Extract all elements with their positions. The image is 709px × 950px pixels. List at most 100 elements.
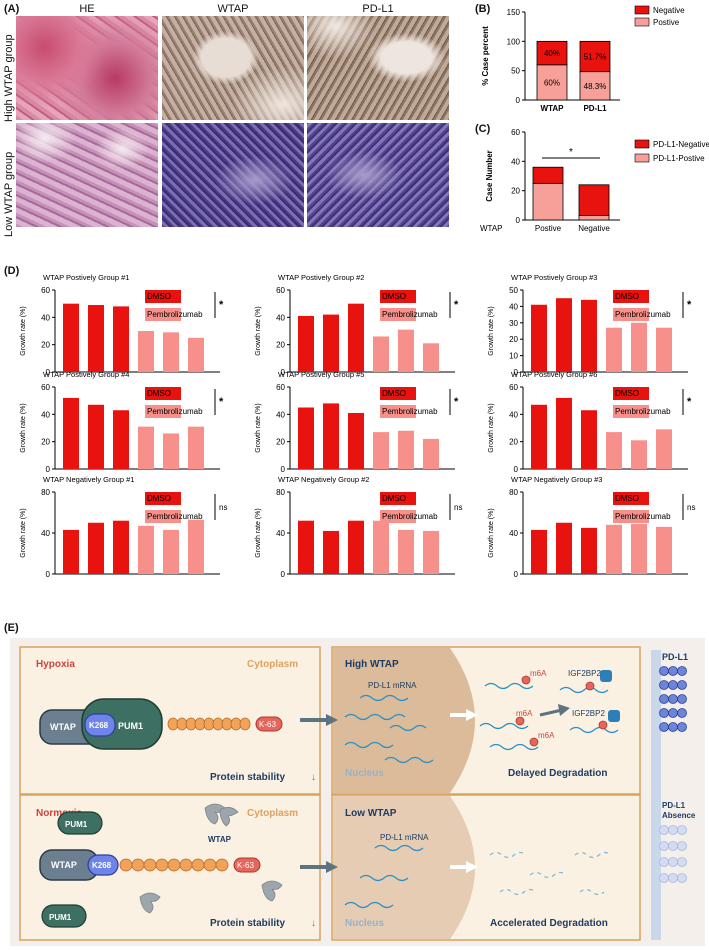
chart-d-bar-Pembrolizumab xyxy=(631,523,647,574)
chart-d-ytick-label: 60 xyxy=(276,286,285,295)
chart-d-ytick-label: 20 xyxy=(41,438,50,447)
pdl1-protein-icon xyxy=(668,694,678,704)
chart-c-bar-Postive-PD-L1-Postive xyxy=(532,182,564,221)
chart-d-ytick-label: 60 xyxy=(509,383,518,392)
chart-d-bar-Pembrolizumab xyxy=(656,327,672,372)
chart-d-legend-label: DMSO xyxy=(382,292,406,301)
chart-d-ytick-label: 40 xyxy=(41,313,50,322)
chart-d-legend-label: Pembrolizumab xyxy=(382,407,438,416)
mechanism-diagram: Hypoxia Cytoplasm WTAP K268 PUM1 K-63 Pr… xyxy=(10,638,705,946)
pdl1-absent-icon xyxy=(677,841,687,851)
pum1-label-bottom-2: PUM1 xyxy=(49,913,72,922)
pdl1-absent-icon xyxy=(668,841,678,851)
chart-d-legend-swatch xyxy=(613,290,649,303)
chart-d-ytick-label: 20 xyxy=(276,438,285,447)
pdl1-absence-label-2: Absence xyxy=(662,811,696,820)
chart-c-legend-label: PD-L1-Negative xyxy=(653,140,709,149)
chart-d-legend-swatch xyxy=(145,387,181,400)
chart-d-sig-label: * xyxy=(687,299,692,311)
chart-d-bar-Pembrolizumab xyxy=(423,343,439,372)
chart-b-legend-label: Postive xyxy=(653,18,680,27)
ubiquitin-icon xyxy=(221,717,233,731)
col-label-pdl1: PD-L1 xyxy=(362,3,394,15)
pdl1-absent-icon xyxy=(659,841,669,851)
chart-b-data-label: 40% xyxy=(544,49,560,58)
ubiquitin-icon xyxy=(119,858,133,872)
chart-d-bar-DMSO xyxy=(581,299,597,372)
chart-d-bar-DMSO xyxy=(556,298,572,372)
high-wtap-label: High WTAP xyxy=(345,659,399,670)
chart-d-bar-Pembrolizumab xyxy=(398,329,414,372)
chart-d-ytick-label: 40 xyxy=(276,529,285,538)
chart-d-bar-Pembrolizumab xyxy=(606,327,622,372)
chart-b-category-label: PD-L1 xyxy=(583,104,607,113)
chart-d-legend-swatch xyxy=(380,308,416,321)
chart-d-legend-swatch xyxy=(380,492,416,505)
chart-d-bar-Pembrolizumab xyxy=(138,525,154,574)
cytoplasm-label-top: Cytoplasm xyxy=(247,659,298,670)
ubiquitin-icon xyxy=(239,717,251,731)
normoxia-label: Normoxia xyxy=(36,808,83,819)
ubiquitin-icon xyxy=(167,858,181,872)
chart-d-bar-Pembrolizumab xyxy=(398,430,414,469)
chart-d-legend-swatch xyxy=(145,290,181,303)
pdl1-protein-icon xyxy=(659,722,669,732)
chart-d2: WTAP Postively Group #2 0 20 40 60 Growth rat… xyxy=(255,273,459,377)
panel-label-d: (D) xyxy=(4,265,20,277)
chart-d-bar-Pembrolizumab xyxy=(188,519,204,574)
chart-d-ytick-label: 40 xyxy=(509,410,518,419)
wtap-protein-top: WTAP xyxy=(50,722,76,732)
chart-d-legend-swatch xyxy=(380,405,416,418)
pdl1-protein-icon xyxy=(677,666,687,676)
ubiquitin-icon xyxy=(194,717,206,731)
panel-label-e: (E) xyxy=(4,622,19,634)
chart-c-ytick-label: 60 xyxy=(511,128,520,137)
chart-d1: WTAP Postively Group #1 0 20 40 60 Growth rat… xyxy=(20,273,224,377)
chart-d-sig-label: ns xyxy=(687,503,695,512)
chart-d-bar-DMSO xyxy=(298,315,314,372)
chart-d-legend-swatch xyxy=(145,405,181,418)
k63-label-bottom: K-63 xyxy=(237,861,254,870)
chart-d7: WTAP Negatively Group #1 0 40 80 Growth rate… xyxy=(20,475,227,579)
chart-d-ytick-label: 0 xyxy=(514,570,519,579)
chart-d-ytick-label: 0 xyxy=(514,368,519,377)
chart-d-bar-Pembrolizumab xyxy=(423,530,439,574)
chart-c: 0 20 40 60 Case Number Postive Negative WTAP * PD… xyxy=(480,128,709,233)
chart-d-legend-swatch xyxy=(613,387,649,400)
chart-d-title: WTAP Postively Group #4 xyxy=(43,370,129,379)
chart-d-ytick-label: 50 xyxy=(509,286,518,295)
chart-d-bar-DMSO xyxy=(113,306,129,372)
chart-d-legend-label: DMSO xyxy=(615,494,639,503)
chart-d-title: WTAP Postively Group #2 xyxy=(278,273,364,282)
chart-b-bar-WTAP-Postive xyxy=(536,64,568,101)
pum1-label-top: PUM1 xyxy=(118,721,143,731)
chart-d-bar-Pembrolizumab xyxy=(373,520,389,574)
igf2bp2-label-2: IGF2BP2 xyxy=(572,709,605,718)
chart-d-ylabel: Growth rate (%) xyxy=(255,306,262,355)
chart-d-bar-DMSO xyxy=(531,404,547,469)
pdl1-absent-icon xyxy=(677,857,687,867)
chart-d-ylabel: Growth rate (%) xyxy=(20,306,27,355)
chart-d-bar-DMSO xyxy=(298,407,314,469)
chart-d-legend-label: DMSO xyxy=(615,389,639,398)
pdl1-absent-icon xyxy=(659,873,669,883)
pdl1-protein-icon xyxy=(668,708,678,718)
chart-d-title: WTAP Postively Group #5 xyxy=(278,370,364,379)
hypoxia-label: Hypoxia xyxy=(36,659,75,670)
ubiquitin-icon xyxy=(191,858,205,872)
chart-d-ylabel: Growth rate (%) xyxy=(488,508,495,557)
pdl1-protein-icon xyxy=(659,680,669,690)
chart-d-ytick-label: 0 xyxy=(281,465,286,474)
chart-d-title: WTAP Postively Group #3 xyxy=(511,273,597,282)
panel-label-a: (A) xyxy=(4,3,20,15)
chart-d-ytick-label: 40 xyxy=(276,410,285,419)
ubiquitin-icon xyxy=(185,717,197,731)
chart-d-bar-Pembrolizumab xyxy=(373,336,389,372)
chart-d-bar-Pembrolizumab xyxy=(606,524,622,574)
chart-b-bar-PD-L1-Negative xyxy=(579,40,611,73)
ubiquitin-icon xyxy=(155,858,169,872)
chart-b-legend-swatch xyxy=(634,5,650,15)
chart-d-bar-DMSO xyxy=(63,397,79,469)
pdl1-protein-icon xyxy=(677,694,687,704)
